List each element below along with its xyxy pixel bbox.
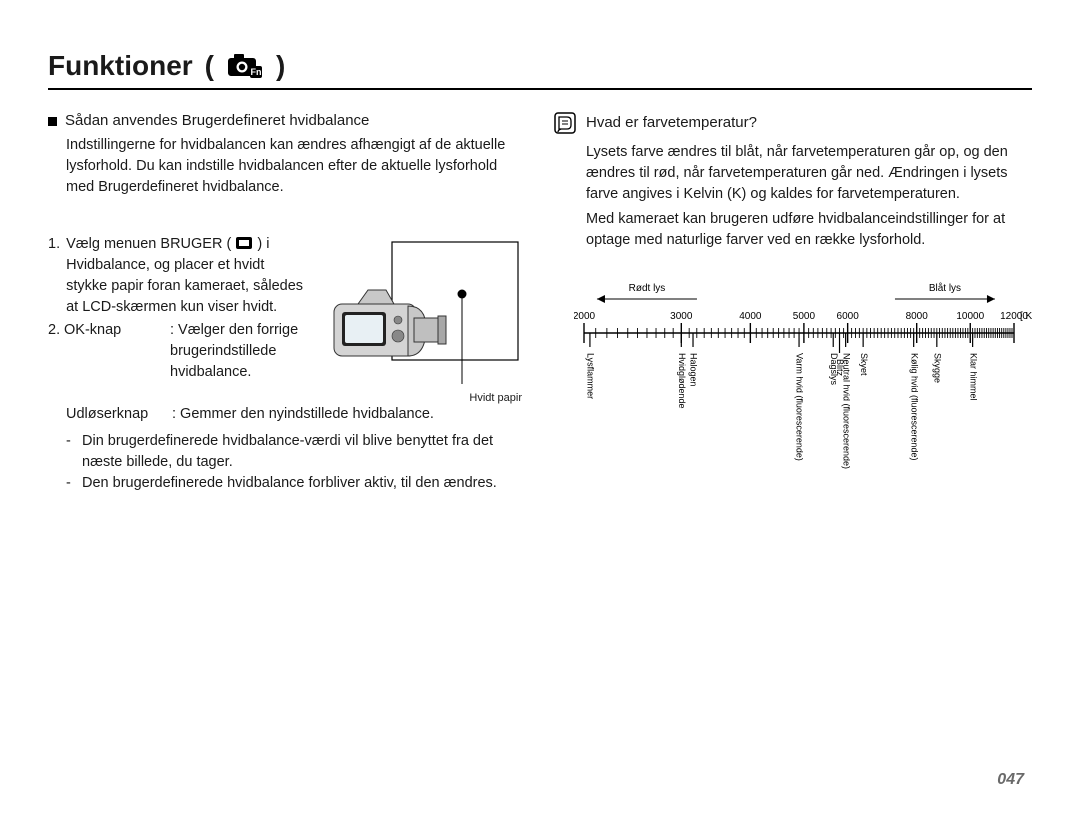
right-heading: Hvad er farvetemperatur?: [586, 112, 757, 131]
left-heading-row: Sådan anvendes Brugerdefineret hvidbalan…: [48, 112, 522, 129]
step-2-val: : Vælger den forrige brugerindstillede h…: [170, 320, 308, 383]
svg-text:Kølig hvid (fluorescerende): Kølig hvid (fluorescerende): [909, 353, 919, 461]
svg-text:Blåt lys: Blåt lys: [929, 282, 961, 294]
right-heading-row: Hvad er farvetemperatur?: [554, 112, 1034, 134]
svg-text:2000: 2000: [574, 311, 596, 322]
svg-text:Neutral hvid (fluorescerende): Neutral hvid (fluorescerende): [841, 353, 851, 469]
right-body-2: Med kameraet kan brugeren udføre hvidbal…: [586, 209, 1034, 251]
dash-icon: -: [66, 431, 76, 473]
steps-text: 1. Vælg menuen BRUGER ( ) i Hvidbalance,…: [48, 234, 308, 404]
svg-text:Hvidglødende: Hvidglødende: [677, 353, 687, 409]
svg-text:Lysflammer: Lysflammer: [586, 353, 596, 399]
note-2: - Den brugerdefinerede hvidbalance forbl…: [66, 473, 522, 494]
svg-text:Varm hvid (fluorescerende): Varm hvid (fluorescerende): [795, 353, 805, 461]
notes: - Din brugerdefinerede hvidbalance-værdi…: [66, 431, 522, 494]
svg-text:Rødt lys: Rødt lys: [629, 283, 666, 294]
svg-text:4000: 4000: [739, 311, 762, 322]
camera-fn-icon: Fn: [226, 52, 264, 80]
right-body-1: Lysets farve ændres til blåt, når farvet…: [586, 142, 1034, 205]
custom-wb-icon: [235, 236, 253, 250]
left-heading: Sådan anvendes Brugerdefineret hvidbalan…: [65, 112, 369, 129]
step-2-key: OK-knap: [64, 320, 170, 383]
svg-text:[ K ]: [ K ]: [1020, 311, 1034, 322]
left-column: Sådan anvendes Brugerdefineret hvidbalan…: [48, 112, 522, 542]
camera-illustration: [322, 234, 522, 404]
note-1: - Din brugerdefinerede hvidbalance-værdi…: [66, 431, 522, 473]
bullet-icon: [48, 117, 57, 126]
left-intro: Indstillingerne for hvidbalancen kan ænd…: [66, 135, 522, 198]
note-2-text: Den brugerdefinerede hvidbalance forbliv…: [82, 473, 497, 494]
svg-text:Klar himmel: Klar himmel: [968, 353, 978, 401]
content-columns: Sådan anvendes Brugerdefineret hvidbalan…: [48, 112, 1032, 542]
svg-text:Halogen: Halogen: [689, 353, 699, 387]
camera-caption: Hvidt papir: [469, 392, 522, 404]
note-1-text: Din brugerdefinerede hvidbalance-værdi v…: [82, 431, 522, 473]
step-2-num: 2.: [48, 320, 64, 383]
svg-text:Skyet: Skyet: [859, 353, 869, 376]
paren-close: ): [276, 50, 285, 82]
kelvin-chart: Rødt lys Blåt lys 2000 3000 4000 5000 6000 8000…: [574, 277, 1034, 542]
step-3-val: : Gemmer den nyindstillede hvidbalance.: [172, 404, 434, 425]
step-3: Udløserknap : Gemmer den nyindstillede h…: [66, 404, 522, 425]
step-1-body: Vælg menuen BRUGER ( ) i Hvidbalance, og…: [66, 234, 308, 318]
svg-text:10000: 10000: [956, 311, 984, 322]
svg-text:3000: 3000: [670, 311, 693, 322]
step-1: 1. Vælg menuen BRUGER ( ) i Hvidbalance,…: [48, 234, 308, 318]
page-title: Funktioner: [48, 50, 193, 82]
svg-text:Skygge: Skygge: [932, 353, 942, 383]
kelvin-scale-svg: Rødt lys Blåt lys 2000 3000 4000 5000 6000 8000…: [574, 277, 1034, 537]
step-1-pre: Vælg menuen BRUGER (: [66, 236, 231, 252]
page-title-row: Funktioner ( Fn ): [48, 50, 1032, 90]
dash-icon: -: [66, 473, 76, 494]
svg-text:6000: 6000: [837, 311, 860, 322]
step-2: 2. OK-knap : Vælger den forrige brugerin…: [48, 320, 308, 383]
camera-figure: Hvidt papir: [322, 234, 522, 404]
step-1-num: 1.: [48, 234, 60, 318]
svg-text:Fn: Fn: [251, 67, 262, 77]
svg-text:5000: 5000: [793, 311, 816, 322]
step-3-key: Udløserknap: [66, 404, 172, 425]
svg-text:8000: 8000: [906, 311, 929, 322]
note-icon: [554, 112, 576, 134]
steps-block: 1. Vælg menuen BRUGER ( ) i Hvidbalance,…: [48, 234, 522, 404]
paren-open: (: [205, 50, 214, 82]
right-column: Hvad er farvetemperatur? Lysets farve æn…: [554, 112, 1034, 542]
page-number: 047: [997, 771, 1024, 789]
manual-page: Funktioner ( Fn ) Sådan anvendes Brugerd…: [0, 0, 1080, 815]
